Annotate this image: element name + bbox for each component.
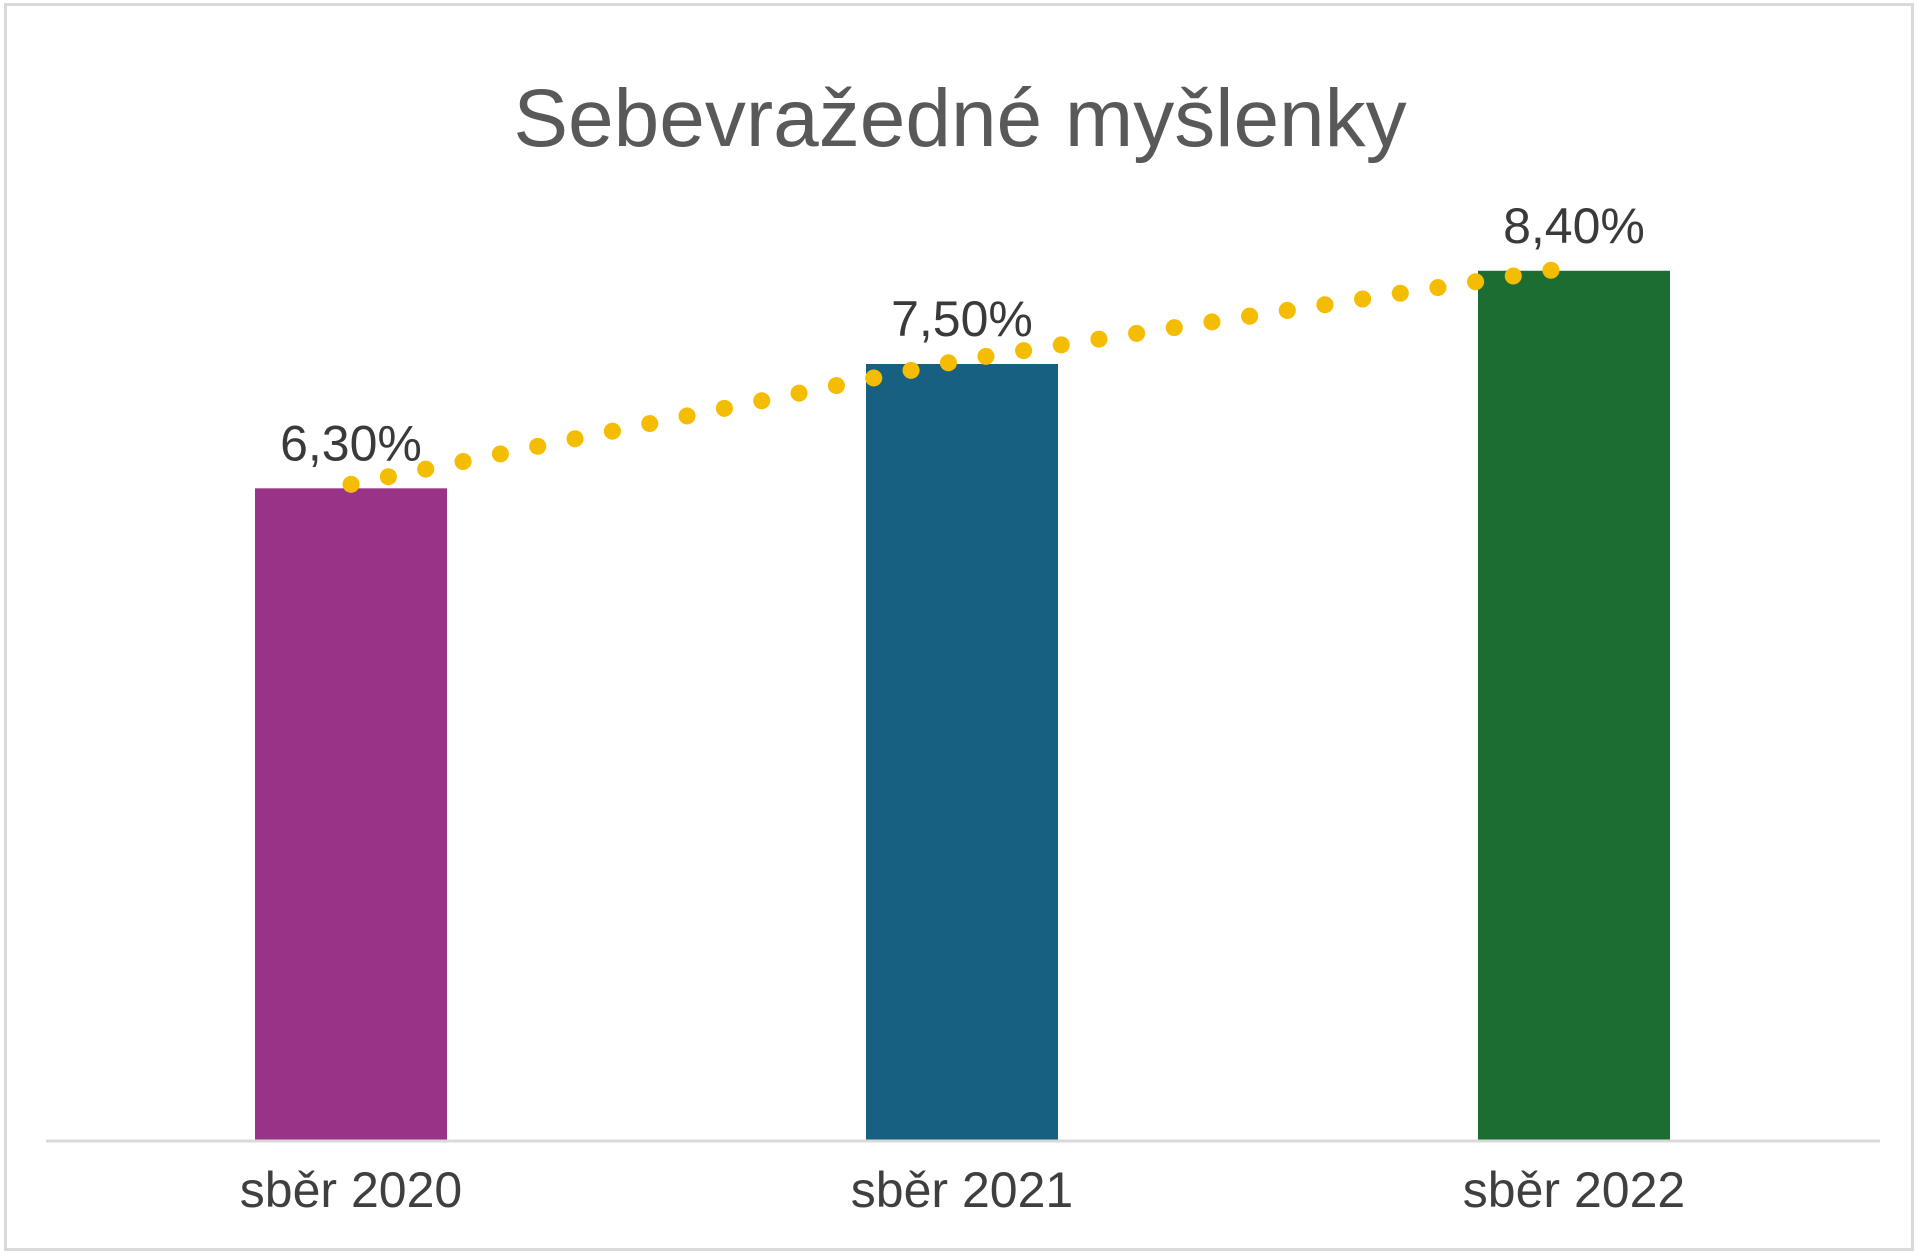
category-label-3: sběr 2022	[1463, 1162, 1685, 1218]
trendline-group	[342, 258, 1583, 493]
value-label-1: 6,30%	[280, 415, 422, 471]
value-labels-group: 6,30% 7,50% 8,40%	[280, 198, 1645, 472]
value-label-3: 8,40%	[1503, 198, 1645, 254]
value-label-2: 7,50%	[891, 291, 1033, 347]
category-label-1: sběr 2020	[240, 1162, 462, 1218]
bar-1	[255, 488, 447, 1141]
chart-title: Sebevražedné myšlenky	[513, 73, 1406, 164]
bar-2	[866, 364, 1058, 1141]
category-label-2: sběr 2021	[851, 1162, 1073, 1218]
bars-group	[255, 270, 1670, 1141]
category-labels-group: sběr 2020 sběr 2021 sběr 2022	[240, 1162, 1685, 1218]
trendline	[342, 258, 1583, 493]
bar-3	[1478, 270, 1670, 1141]
